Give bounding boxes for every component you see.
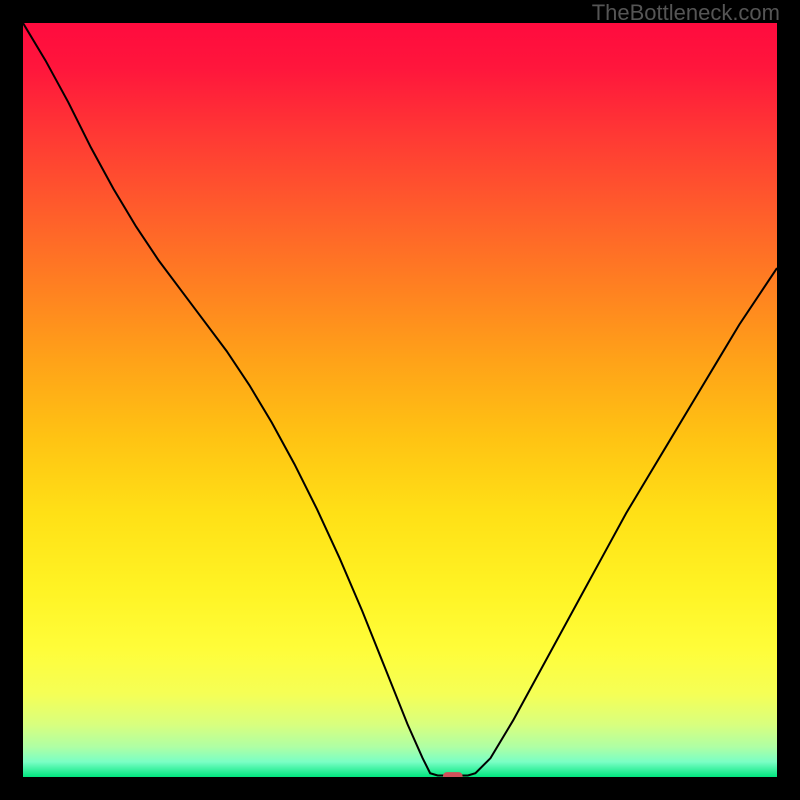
chart-background [23,23,777,777]
bottleneck-chart [23,23,777,777]
attribution-label: TheBottleneck.com [592,0,780,26]
chart-svg [23,23,777,777]
optimum-marker [443,772,463,777]
